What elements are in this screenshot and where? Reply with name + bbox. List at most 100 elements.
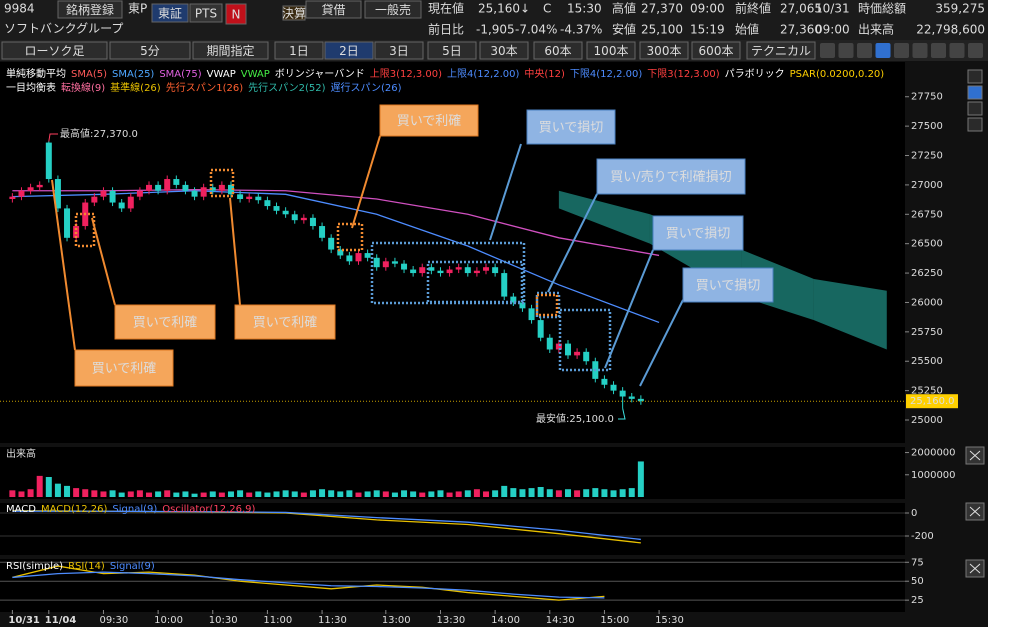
quote-field: 27,360 <box>780 23 822 37</box>
side-icon[interactable] <box>967 101 983 116</box>
candle-body <box>136 190 143 197</box>
candle-body <box>200 187 207 197</box>
candle-body <box>273 206 280 211</box>
tool-icon[interactable] <box>857 43 872 58</box>
button-bg <box>189 3 223 23</box>
x-tick-label: 09:30 <box>99 615 128 626</box>
button[interactable]: 3日 <box>374 41 424 60</box>
legend-entry: 転換線(9) <box>61 81 105 94</box>
button[interactable]: 300本 <box>639 41 689 60</box>
legend-entry: 単純移動平均 <box>6 67 66 80</box>
button-label: 銘柄登録 <box>66 2 114 17</box>
tool-icon[interactable] <box>949 43 965 58</box>
button[interactable]: N <box>225 3 247 25</box>
button[interactable]: 5日 <box>427 41 477 60</box>
tool-icon[interactable] <box>912 43 928 58</box>
y-tick-label: 27000 <box>911 180 943 191</box>
button[interactable]: 100本 <box>586 41 636 60</box>
candle-body <box>291 214 298 221</box>
tool-icon[interactable] <box>838 43 854 58</box>
y-tick-label: 2000000 <box>911 448 956 459</box>
button[interactable]: 東証 <box>151 3 189 23</box>
callout-line <box>639 299 684 387</box>
button[interactable]: 30本 <box>479 41 529 60</box>
button-bg <box>479 41 529 60</box>
volume-bar <box>437 490 444 497</box>
volume-bar <box>501 485 508 497</box>
volume-bar <box>583 489 590 497</box>
quote-field: ↓ <box>520 2 530 16</box>
indicator-line <box>12 571 605 599</box>
button[interactable]: PTS <box>189 3 223 23</box>
button[interactable]: 銘柄登録 <box>57 0 123 19</box>
tool-icon[interactable] <box>931 43 946 58</box>
legend-entry: 基準線(26) <box>110 81 161 94</box>
y-tick-label: 26000 <box>911 297 943 308</box>
volume-bar <box>564 489 571 497</box>
candle-body <box>555 343 562 350</box>
volume-bar <box>100 491 107 497</box>
candle-body <box>246 196 253 200</box>
quote-field: -4.37% <box>560 23 602 37</box>
quote-field: 22,798,600 <box>916 23 985 37</box>
volume-bar <box>18 491 25 497</box>
candle-body <box>45 142 52 180</box>
quote-field: C <box>543 2 551 16</box>
side-icon[interactable] <box>967 69 983 84</box>
last-price-label: 25,160.0 <box>910 396 955 407</box>
legend-entry: ボリンジャーバンド <box>275 68 365 80</box>
y-tick-label: 50 <box>911 576 924 587</box>
candle-body <box>127 196 134 209</box>
button[interactable]: 1日 <box>274 41 324 60</box>
legend-entry: 一目均衡表 <box>6 81 56 94</box>
y-tick-label: 25000 <box>911 415 943 426</box>
callout-line <box>51 179 76 351</box>
legend-entry: SMA(25) <box>112 69 154 80</box>
tool-icon[interactable] <box>894 43 909 58</box>
volume-bar <box>391 492 398 497</box>
button[interactable]: 決算 <box>282 5 306 21</box>
volume-bar <box>36 475 43 497</box>
candle-body <box>319 226 326 238</box>
legend-entry: 遅行スパン(26) <box>330 81 401 94</box>
callout-text: 買いで損切 <box>539 121 604 136</box>
legend-entry: VWAP <box>207 69 236 80</box>
button[interactable]: 5分 <box>109 41 191 60</box>
y-tick-label: 27750 <box>911 92 943 103</box>
volume-bar <box>410 491 417 497</box>
moving-average <box>12 188 660 257</box>
candle-body <box>601 378 608 385</box>
candle-body <box>473 270 480 274</box>
highlight-box <box>426 260 524 304</box>
tool-icon[interactable] <box>875 43 891 58</box>
volume-bar <box>610 490 617 497</box>
close-x <box>969 506 981 517</box>
button-label: ローソク足 <box>24 44 84 58</box>
button[interactable]: テクニカル <box>746 41 816 60</box>
candle-body <box>227 184 234 195</box>
button[interactable]: 貸借 <box>305 0 362 19</box>
button[interactable]: ローソク足 <box>1 41 108 60</box>
button[interactable]: 一般売 <box>364 0 422 19</box>
candle-body <box>574 351 581 356</box>
tool-icon[interactable] <box>820 43 835 58</box>
side-icon[interactable] <box>967 85 983 100</box>
candle-body <box>337 249 344 256</box>
close-button[interactable] <box>965 446 985 465</box>
volume-bar <box>628 488 635 497</box>
button[interactable]: 60本 <box>533 41 583 60</box>
volume-bar <box>428 491 435 497</box>
button-label: 貸借 <box>321 2 345 17</box>
candle-body <box>464 267 471 274</box>
button[interactable]: 2日 <box>324 41 374 60</box>
callout-box <box>652 215 744 251</box>
quote-field: 15:30 <box>567 2 602 16</box>
close-button[interactable] <box>965 559 985 578</box>
button[interactable]: 600本 <box>691 41 741 60</box>
close-button[interactable] <box>965 502 985 521</box>
button[interactable]: 期間指定 <box>192 41 269 60</box>
tool-icon[interactable] <box>968 43 983 58</box>
side-icon[interactable] <box>967 117 983 132</box>
button-label: 2日 <box>339 44 359 58</box>
button-bg <box>109 41 191 60</box>
